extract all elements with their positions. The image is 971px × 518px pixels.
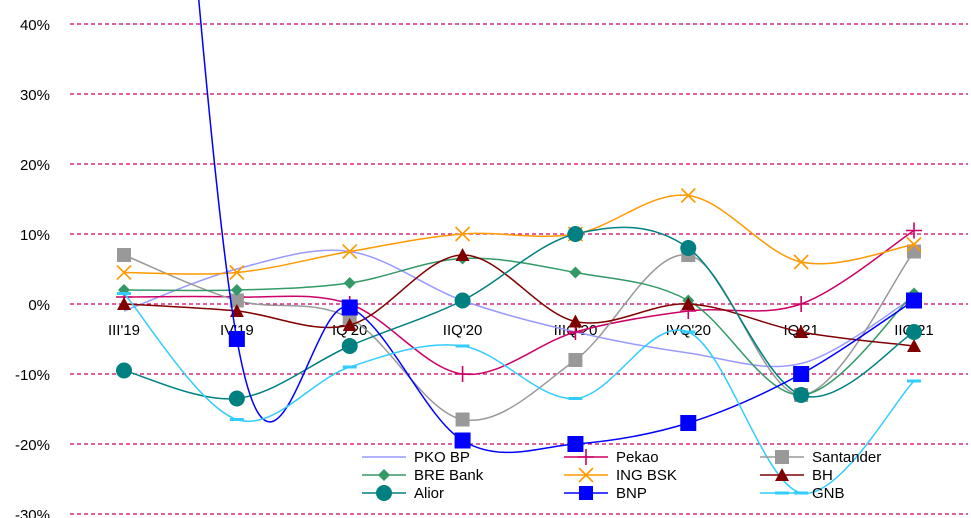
legend-label: Santander xyxy=(812,449,881,466)
series-alior xyxy=(116,226,922,407)
series-bnp xyxy=(198,0,922,454)
data-point xyxy=(455,248,470,261)
data-point xyxy=(680,187,696,204)
data-point xyxy=(229,264,245,281)
series-pko-bp xyxy=(123,249,915,368)
y-tick-label: 40% xyxy=(20,17,50,34)
legend-label: GNB xyxy=(812,485,845,502)
x-tick-label: IIQ'20 xyxy=(443,322,483,339)
data-point xyxy=(793,296,810,312)
gridlines xyxy=(70,23,968,515)
legend-marker xyxy=(578,467,594,483)
data-point xyxy=(907,379,921,383)
data-point xyxy=(568,314,583,328)
legend-marker xyxy=(775,468,789,481)
legend-marker xyxy=(775,450,789,464)
legend-label: ING BSK xyxy=(616,467,677,484)
y-tick-label: -30% xyxy=(15,507,50,518)
data-point xyxy=(680,240,697,256)
data-point xyxy=(794,325,809,338)
legend-item: BH xyxy=(760,467,833,484)
data-point xyxy=(116,362,132,379)
data-point xyxy=(117,248,131,262)
y-tick-label: 0% xyxy=(28,297,50,314)
series-bh xyxy=(117,248,921,352)
data-point xyxy=(343,277,356,289)
series-lines xyxy=(116,0,922,495)
data-point xyxy=(906,222,922,239)
data-point xyxy=(681,330,696,334)
data-point xyxy=(568,397,583,400)
legend-marker xyxy=(578,449,594,465)
legend-marker xyxy=(579,486,593,500)
data-point xyxy=(229,418,244,421)
y-tick-label: 20% xyxy=(20,157,50,174)
data-point xyxy=(342,365,357,369)
data-point xyxy=(567,226,584,242)
legend-marker xyxy=(775,491,789,495)
data-point xyxy=(793,366,810,382)
data-point xyxy=(229,293,244,308)
legend-label: BRE Bank xyxy=(414,467,484,484)
data-point xyxy=(454,432,471,449)
data-point xyxy=(342,318,357,331)
data-point xyxy=(569,266,582,279)
legend-item: BNP xyxy=(564,485,647,502)
legend-label: PKO BP xyxy=(414,449,470,466)
data-point xyxy=(455,412,470,427)
data-point xyxy=(341,299,358,316)
series-line xyxy=(198,0,915,454)
legend-label: Pekao xyxy=(616,449,659,466)
data-point xyxy=(454,292,471,309)
legend-item: PKO BP xyxy=(362,449,470,466)
data-point xyxy=(454,366,471,382)
data-point xyxy=(906,292,922,309)
data-point xyxy=(567,436,584,452)
y-tick-label: 30% xyxy=(20,87,50,104)
y-tick-label: 10% xyxy=(20,227,50,244)
series-line xyxy=(123,194,915,275)
legend-label: Alior xyxy=(414,485,444,502)
data-point xyxy=(341,338,358,354)
data-point xyxy=(117,297,131,310)
data-point xyxy=(342,243,358,260)
data-point xyxy=(907,244,921,259)
data-point xyxy=(228,331,245,347)
data-point xyxy=(117,292,131,295)
legend-item: ING BSK xyxy=(564,467,677,484)
data-point xyxy=(455,226,471,242)
series-line xyxy=(123,249,915,368)
y-axis-ticks: 40% 30% 20% 10% 0% -10% -20% -30% xyxy=(15,17,50,518)
data-point xyxy=(116,264,132,281)
series-line xyxy=(123,229,915,376)
x-tick-label: IV'19 xyxy=(220,322,254,339)
series-line xyxy=(123,254,915,347)
data-point xyxy=(228,390,245,407)
data-point xyxy=(230,284,243,296)
data-point xyxy=(680,415,697,431)
legend-label: BNP xyxy=(616,485,647,502)
legend-item: Pekao xyxy=(564,449,659,466)
legend-item: BRE Bank xyxy=(362,467,484,484)
data-point xyxy=(906,236,922,253)
data-point xyxy=(455,344,470,348)
legend: PKO BP Pekao Santander BRE Bank ING BSK BH Ali… xyxy=(362,449,881,502)
data-point xyxy=(906,324,922,340)
legend-item: Alior xyxy=(362,485,444,502)
legend-marker xyxy=(376,485,392,501)
legend-item: Santander xyxy=(760,449,881,466)
data-point xyxy=(681,297,696,310)
data-point xyxy=(907,339,921,352)
data-point xyxy=(793,254,809,270)
y-tick-label: -20% xyxy=(15,437,50,454)
legend-item: GNB xyxy=(760,485,845,502)
legend-label: BH xyxy=(812,467,833,484)
data-point xyxy=(793,387,810,403)
legend-marker xyxy=(378,469,390,481)
y-tick-label: -10% xyxy=(15,367,50,384)
x-tick-label: III'19 xyxy=(108,322,140,339)
data-point xyxy=(568,353,583,367)
